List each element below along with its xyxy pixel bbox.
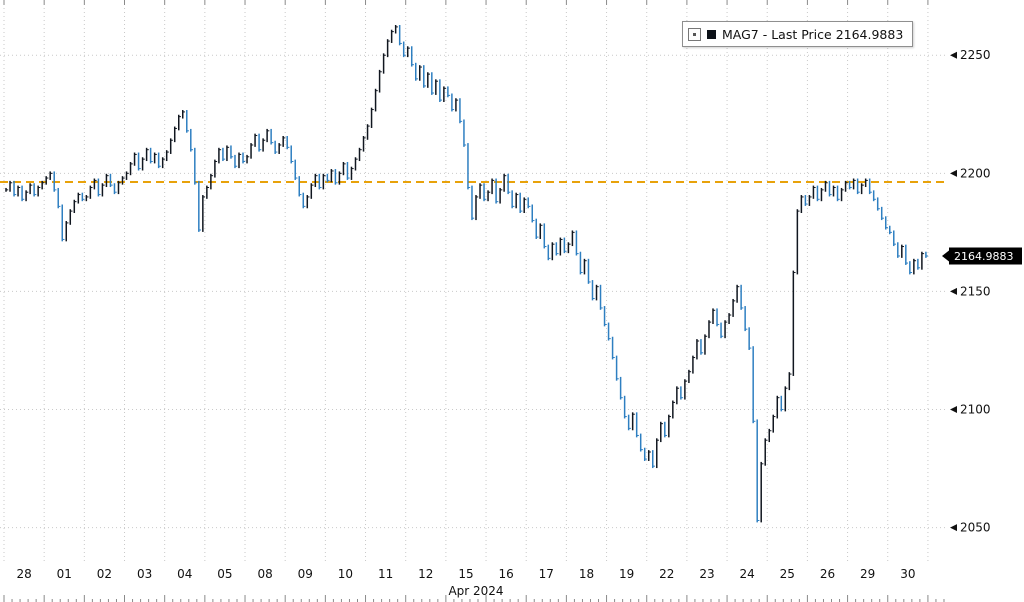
svg-text:2050: 2050 (960, 521, 991, 535)
svg-text:01: 01 (57, 567, 72, 581)
legend-expand-icon[interactable] (688, 27, 701, 41)
svg-text:25: 25 (780, 567, 795, 581)
top-axis-ticks (3, 0, 929, 5)
svg-text:10: 10 (338, 567, 353, 581)
svg-text:03: 03 (137, 567, 152, 581)
legend[interactable]: MAG7 - Last Price 2164.9883 (682, 21, 914, 47)
svg-text:15: 15 (458, 567, 473, 581)
svg-text:2150: 2150 (960, 284, 991, 298)
svg-text:26: 26 (820, 567, 835, 581)
svg-text:22: 22 (659, 567, 674, 581)
svg-text:12: 12 (418, 567, 433, 581)
legend-series-swatch (707, 29, 716, 39)
svg-text:09: 09 (298, 567, 313, 581)
svg-text:18: 18 (579, 567, 594, 581)
svg-text:02: 02 (97, 567, 112, 581)
svg-text:16: 16 (498, 567, 513, 581)
svg-text:24: 24 (740, 567, 755, 581)
svg-text:29: 29 (860, 567, 875, 581)
svg-text:2200: 2200 (960, 166, 991, 180)
svg-text:23: 23 (699, 567, 714, 581)
gridlines (0, 8, 948, 563)
svg-text:04: 04 (177, 567, 192, 581)
last-price-badge: 2164.9883 (942, 247, 1022, 265)
x-axis-labels: 28 01 02 03 04 05 08 09 10 11 12 15 16 17 18 19 22 23 24 25… (16, 567, 915, 581)
x-axis-title: Apr 2024 (448, 584, 504, 598)
svg-text:19: 19 (619, 567, 634, 581)
svg-text:2164.9883: 2164.9883 (954, 250, 1014, 263)
y-axis-labels: 2050 2100 2150 2200 2250 (950, 48, 991, 535)
svg-text:05: 05 (217, 567, 232, 581)
legend-label: MAG7 - Last Price 2164.9883 (722, 26, 904, 42)
svg-text:2250: 2250 (960, 48, 991, 62)
svg-text:11: 11 (378, 567, 393, 581)
svg-text:17: 17 (539, 567, 554, 581)
price-bars (5, 25, 929, 523)
svg-text:2100: 2100 (960, 402, 991, 416)
svg-text:30: 30 (900, 567, 915, 581)
svg-text:28: 28 (16, 567, 31, 581)
svg-text:08: 08 (257, 567, 272, 581)
